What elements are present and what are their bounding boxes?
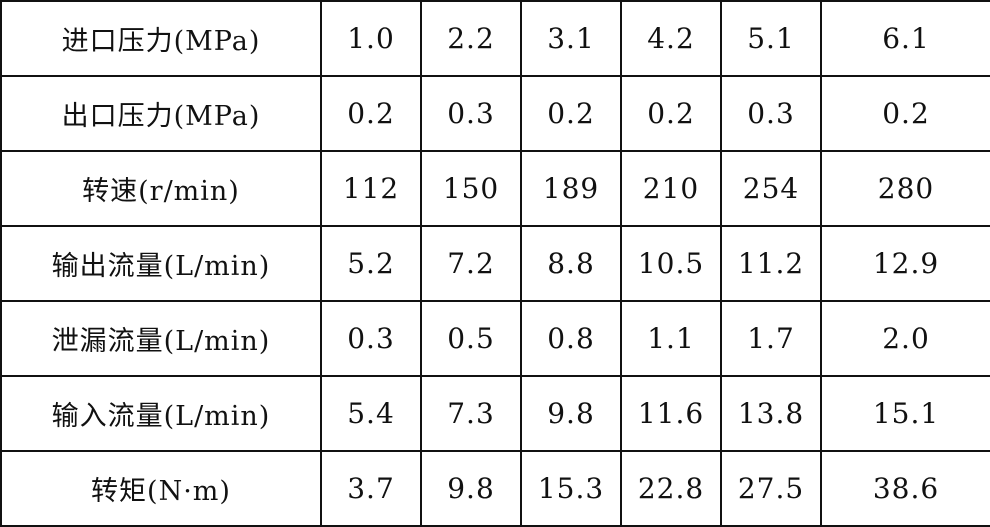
row-label: 泄漏流量(L/min) (0, 300, 322, 377)
table-cell: 5.2 (320, 225, 422, 302)
row-label: 出口压力(MPa) (0, 75, 322, 152)
table-cell: 1.0 (320, 0, 422, 77)
row-label: 输入流量(L/min) (0, 375, 322, 452)
table-cell: 9.8 (420, 450, 522, 527)
table-cell: 0.3 (720, 75, 822, 152)
table-cell: 15.1 (820, 375, 990, 452)
table-cell: 150 (420, 150, 522, 227)
table-cell: 0.3 (320, 300, 422, 377)
table-row: 输入流量(L/min) 5.4 7.3 9.8 11.6 13.8 15.1 (0, 375, 990, 452)
table-cell: 210 (620, 150, 722, 227)
table-row: 泄漏流量(L/min) 0.3 0.5 0.8 1.1 1.7 2.0 (0, 300, 990, 377)
table-cell: 2.2 (420, 0, 522, 77)
table-cell: 6.1 (820, 0, 990, 77)
table-cell: 189 (520, 150, 622, 227)
table-cell: 11.6 (620, 375, 722, 452)
table-cell: 0.8 (520, 300, 622, 377)
table-cell: 0.2 (620, 75, 722, 152)
table-cell: 4.2 (620, 0, 722, 77)
table-cell: 254 (720, 150, 822, 227)
table-cell: 12.9 (820, 225, 990, 302)
table-row: 进口压力(MPa) 1.0 2.2 3.1 4.2 5.1 6.1 (0, 0, 990, 77)
table-row: 转速(r/min) 112 150 189 210 254 280 (0, 150, 990, 227)
table-cell: 7.3 (420, 375, 522, 452)
table-cell: 15.3 (520, 450, 622, 527)
table-cell: 1.1 (620, 300, 722, 377)
row-label: 进口压力(MPa) (0, 0, 322, 77)
table-cell: 0.2 (520, 75, 622, 152)
table-cell: 10.5 (620, 225, 722, 302)
table-cell: 280 (820, 150, 990, 227)
table-cell: 2.0 (820, 300, 990, 377)
table-cell: 1.7 (720, 300, 822, 377)
row-label: 转速(r/min) (0, 150, 322, 227)
table-cell: 8.8 (520, 225, 622, 302)
table-cell: 11.2 (720, 225, 822, 302)
table-row: 出口压力(MPa) 0.2 0.3 0.2 0.2 0.3 0.2 (0, 75, 990, 152)
table-cell: 27.5 (720, 450, 822, 527)
table-cell: 3.1 (520, 0, 622, 77)
table-row: 输出流量(L/min) 5.2 7.2 8.8 10.5 11.2 12.9 (0, 225, 990, 302)
table-cell: 13.8 (720, 375, 822, 452)
table-cell: 9.8 (520, 375, 622, 452)
row-label: 输出流量(L/min) (0, 225, 322, 302)
table-cell: 7.2 (420, 225, 522, 302)
table-cell: 0.2 (320, 75, 422, 152)
table-row: 转矩(N·m) 3.7 9.8 15.3 22.8 27.5 38.6 (0, 450, 990, 527)
table-cell: 0.5 (420, 300, 522, 377)
table-cell: 0.2 (820, 75, 990, 152)
table-cell: 5.4 (320, 375, 422, 452)
table-cell: 22.8 (620, 450, 722, 527)
table-cell: 5.1 (720, 0, 822, 77)
table-cell: 3.7 (320, 450, 422, 527)
row-label: 转矩(N·m) (0, 450, 322, 527)
table-cell: 38.6 (820, 450, 990, 527)
table-cell: 0.3 (420, 75, 522, 152)
table-cell: 112 (320, 150, 422, 227)
